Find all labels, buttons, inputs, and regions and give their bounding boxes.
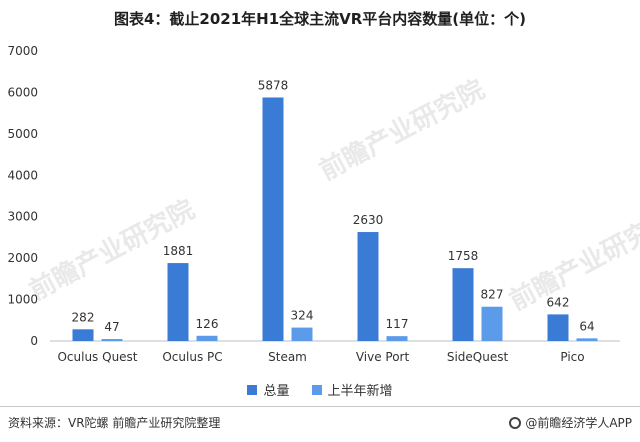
- data-label-total: 642: [547, 295, 570, 309]
- x-tick-label: Vive Port: [356, 350, 410, 364]
- y-tick-label: 4000: [7, 168, 38, 182]
- bar-chart: 0 1000 2000 3000 4000 5000 6000 7000 282 47 Oculus…: [7, 44, 620, 364]
- brand-credit: @前瞻经济学人APP: [509, 414, 632, 431]
- bar-total: [452, 268, 474, 341]
- bar-total: [547, 314, 569, 341]
- legend-label-new: 上半年新增: [327, 384, 393, 399]
- y-tick-label: 7000: [7, 44, 38, 58]
- data-label-total: 1758: [448, 249, 479, 263]
- data-label-new: 64: [579, 319, 594, 333]
- y-tick-label: 0: [30, 334, 38, 348]
- bar-total: [72, 329, 94, 341]
- y-tick-label: 5000: [7, 127, 38, 141]
- data-label-total: 5878: [258, 78, 289, 92]
- bar-new: [196, 335, 218, 341]
- footer-divider: [0, 406, 640, 407]
- data-label-new: 117: [386, 317, 409, 331]
- x-tick-label: Oculus PC: [162, 350, 222, 364]
- data-label-new: 47: [104, 320, 119, 334]
- bar-new: [386, 336, 408, 341]
- bar-total: [167, 263, 189, 341]
- legend-label-total: 总量: [263, 384, 290, 399]
- source-note: 资料来源：VR陀螺 前瞻产业研究院整理: [8, 416, 221, 430]
- bar-total: [262, 97, 284, 342]
- legend-item-total: 总量: [247, 380, 290, 399]
- brand-text: @前瞻经济学人APP: [525, 416, 632, 430]
- legend-swatch-new: [311, 384, 322, 395]
- legend: 总量 上半年新增: [0, 380, 640, 399]
- bar-total: [357, 232, 379, 341]
- y-tick-label: 3000: [7, 210, 38, 224]
- data-label-new: 827: [481, 288, 504, 302]
- x-tick-label: Steam: [268, 350, 307, 364]
- x-tick-label: Pico: [560, 350, 584, 364]
- x-tick-label: SideQuest: [447, 350, 509, 364]
- legend-swatch-total: [247, 384, 258, 395]
- y-tick-label: 6000: [7, 85, 38, 99]
- data-label-total: 282: [72, 310, 95, 324]
- data-label-total: 1881: [163, 244, 194, 258]
- bar-new: [576, 338, 598, 341]
- legend-item-new: 上半年新增: [311, 380, 393, 399]
- bar-new: [101, 339, 123, 341]
- data-label-total: 2630: [353, 213, 384, 227]
- chart-title: 图表4：截止2021年H1全球主流VR平台内容数量(单位：个): [113, 10, 527, 28]
- brand-logo-icon: [509, 416, 522, 429]
- bar-new: [481, 306, 503, 341]
- y-tick-label: 1000: [7, 293, 38, 307]
- y-tick-label: 2000: [7, 251, 38, 265]
- data-label-new: 126: [196, 317, 219, 331]
- data-label-new: 324: [291, 309, 314, 323]
- bar-new: [291, 327, 313, 341]
- x-tick-label: Oculus Quest: [57, 350, 137, 364]
